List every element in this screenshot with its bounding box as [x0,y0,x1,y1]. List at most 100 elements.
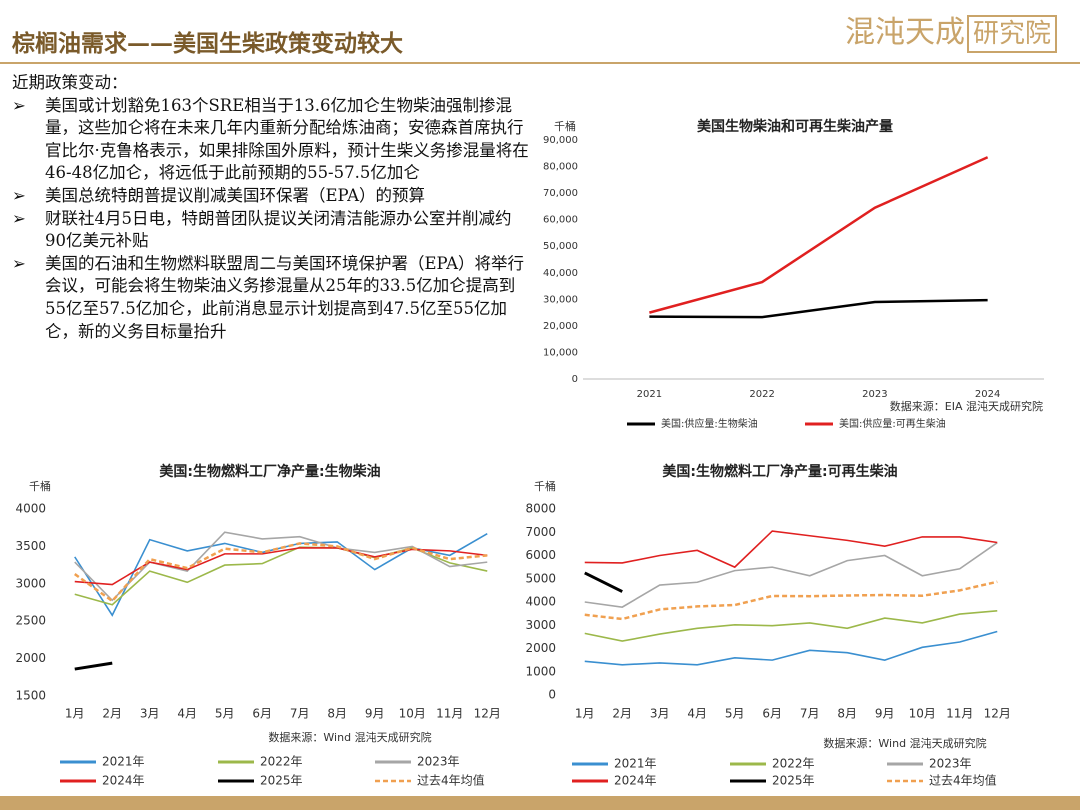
y-tick-label: 20,000 [543,321,578,332]
legend-label: 2023年 [417,755,460,769]
y-unit: 千桶 [29,479,51,493]
legend-label: 2023年 [929,757,972,771]
y-unit: 千桶 [534,479,556,493]
x-tick-label: 10月 [399,707,426,721]
y-tick-label: 5000 [525,571,556,585]
x-tick-label: 2月 [612,707,632,721]
y-tick-label: 3000 [15,576,46,590]
bullet: 美国或计划豁免163个SRE相当于13.6亿加仑生物柴油强制掺混量，这些加仑将在… [12,95,532,185]
y-tick-label: 3500 [15,539,46,553]
x-tick-label: 3月 [650,707,670,721]
legend-label: 2021年 [614,757,657,771]
chart-title: 美国:生物燃料工厂净产量:生物柴油 [159,463,380,480]
chart-title: 美国:生物燃料工厂净产量:可再生柴油 [662,463,897,480]
y-tick-label: 1500 [15,689,46,703]
footer-bar [0,796,1080,810]
x-tick-label: 4月 [177,707,197,721]
x-tick-label: 1月 [575,707,595,721]
series-line [74,547,488,586]
y-tick-label: 0 [572,374,578,385]
x-tick-label: 2024 [975,389,1000,400]
x-tick-label: 7月 [800,707,820,721]
x-tick-label: 3月 [140,707,160,721]
x-tick-label: 11月 [946,707,973,721]
series-line [649,298,988,319]
x-tick-label: 8月 [837,707,857,721]
y-tick-label: 2500 [15,614,46,628]
y-tick-label: 0 [548,688,556,702]
x-tick-label: 5月 [725,707,745,721]
legend-label: 过去4年均值 [417,773,485,788]
legend-label: 2021年 [102,755,145,769]
x-tick-label: 1月 [65,707,85,721]
logo-text: 研究院 [973,19,1051,49]
legend-label: 2025年 [772,774,815,788]
series-line [74,661,113,671]
series-line [649,156,989,314]
x-tick-label: 12月 [474,707,501,721]
x-tick-label: 6月 [762,707,782,721]
series-line [584,530,998,569]
chart-title: 美国生物柴油和可再生柴油产量 [697,118,893,135]
y-tick-label: 50,000 [543,241,578,252]
x-tick-label: 2月 [102,707,122,721]
series-line [584,571,623,593]
x-tick-label: 2023 [862,389,887,400]
y-tick-label: 90,000 [543,135,578,146]
y-tick-label: 4000 [15,502,46,516]
y-tick-label: 80,000 [543,162,578,173]
legend-label: 美国:供应量:可再生柴油 [839,417,946,430]
text-heading: 近期政策变动： [12,73,128,92]
y-tick-label: 3000 [525,618,556,632]
x-tick-label: 5月 [215,707,235,721]
series-line [584,630,998,666]
x-tick-label: 9月 [365,707,385,721]
source-note: 数据来源：Wind 混沌天成研究院 [268,730,431,744]
bullet: 美国总统特朗普提议削减美国环保署（EPA）的预算 [12,185,532,208]
y-tick-label: 8000 [525,502,556,516]
logo-text: 混沌天成 [845,15,965,50]
source-note: 数据来源：Wind 混沌天成研究院 [823,736,986,750]
y-tick-label: 70,000 [543,188,578,199]
y-tick-label: 60,000 [543,215,578,226]
y-unit: 千桶 [554,119,576,133]
x-tick-label: 7月 [290,707,310,721]
bullet: 财联社4月5日电，特朗普团队提议关闭清洁能源办公室并削减约90亿美元补贴 [12,208,532,253]
bullet-list: 美国或计划豁免163个SRE相当于13.6亿加仑生物柴油强制掺混量，这些加仑将在… [12,95,532,344]
x-tick-label: 12月 [984,707,1011,721]
y-tick-label: 1000 [525,664,556,678]
policy-text: 近期政策变动： 美国或计划豁免163个SRE相当于13.6亿加仑生物柴油强制掺混… [12,72,532,343]
legend-label: 2025年 [260,774,303,788]
x-tick-label: 2022 [749,389,774,400]
y-tick-label: 2000 [525,641,556,655]
x-tick-label: 6月 [252,707,272,721]
y-tick-label: 40,000 [543,268,578,279]
y-tick-label: 7000 [525,525,556,539]
x-tick-label: 8月 [327,707,347,721]
y-tick-label: 10,000 [543,347,578,358]
x-tick-label: 11月 [436,707,463,721]
y-tick-label: 6000 [525,548,556,562]
legend-label: 2024年 [102,774,145,788]
legend-label: 2022年 [772,757,815,771]
series-line [584,542,998,608]
source-note: 数据来源：EIA 混沌天成研究院 [890,399,1043,413]
bullet: 美国的石油和生物燃料联盟周二与美国环境保护署（EPA）将举行会议，可能会将生物柴… [12,253,532,343]
series-line [584,610,998,642]
y-tick-label: 30,000 [543,294,578,305]
legend-label: 美国:供应量:生物柴油 [661,417,758,430]
series-line [74,542,488,603]
slide-title: 棕榈油需求——美国生柴政策变动较大 [12,30,403,57]
legend-label: 2024年 [614,774,657,788]
y-tick-label: 4000 [525,595,556,609]
series-line [584,580,998,621]
logo-box [967,15,1057,53]
x-tick-label: 2021 [637,389,662,400]
x-tick-label: 10月 [909,707,936,721]
y-tick-label: 2000 [15,651,46,665]
legend-label: 2022年 [260,755,303,769]
legend-label: 过去4年均值 [929,773,997,788]
x-tick-label: 4月 [687,707,707,721]
